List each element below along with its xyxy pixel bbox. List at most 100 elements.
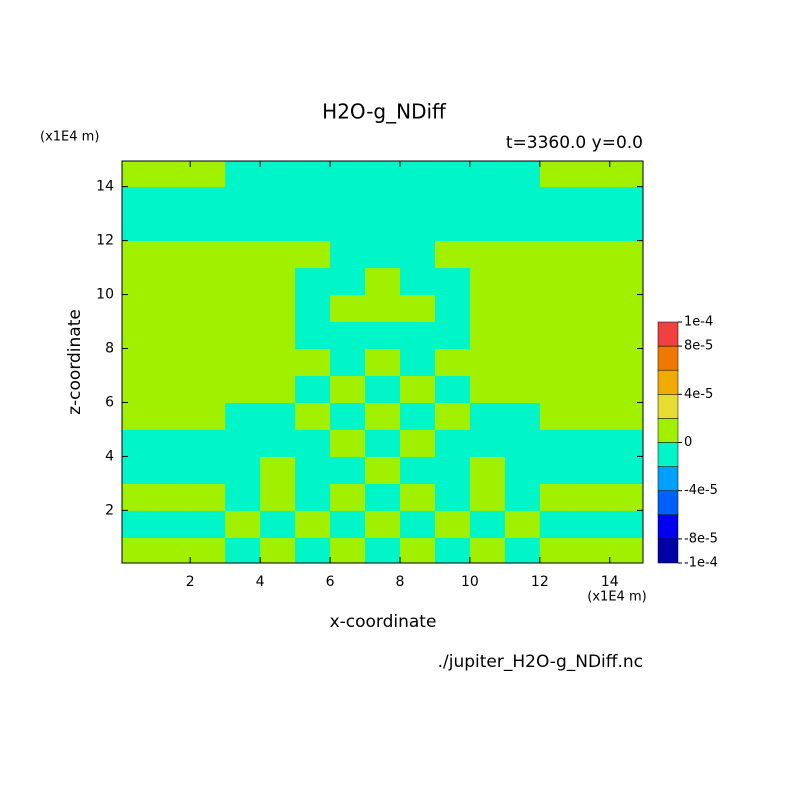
contour-cell [469,240,506,269]
contour-cell [295,294,331,323]
contour-cell [365,429,401,457]
colorbar-segment [657,345,679,371]
contour-cell [469,402,506,430]
contour-cell [399,483,436,511]
contour-cell [365,186,401,215]
contour-cell [122,213,156,242]
contour-cell [122,161,156,188]
contour-cell [399,402,436,430]
contour-cell [260,483,296,511]
contour-cell [330,267,366,296]
contour-cell [155,321,191,350]
contour-cell [539,267,576,296]
contour-cell [609,186,643,215]
contour-cell [330,213,366,242]
contour-cell [609,429,643,457]
colorbar-segment [657,321,679,347]
contour-cell [504,186,541,215]
contour-cell [504,294,541,323]
contour-cell [504,348,541,376]
contour-cell [365,537,401,563]
contour-cell [504,213,541,242]
contour-cell [225,375,261,403]
contour-cell [609,213,643,242]
contour-cell [225,483,261,511]
contour-cell [365,375,401,403]
contour-cell [295,213,331,242]
contour-cell [155,213,191,242]
contour-cell [330,321,366,350]
contour-cell [330,375,366,403]
contour-cell [190,213,226,242]
contour-cell [190,456,226,484]
contour-cell [260,213,296,242]
contour-cell [469,213,506,242]
contour-cell [469,267,506,296]
contour-cell [225,429,261,457]
contour-cell [504,537,541,563]
contour-cell [295,321,331,350]
contour-cell [504,429,541,457]
contour-cell [190,267,226,296]
contour-cell [434,161,471,188]
contour-cell [330,348,366,376]
contour-cell [539,429,576,457]
contour-cell [574,402,611,430]
colorbar-segment [657,394,679,419]
x-unit: (x1E4 m) [587,590,646,605]
colorbar-segment [657,442,679,467]
contour-cell [190,294,226,323]
contour-cell [469,510,506,538]
contour-cell [609,510,643,538]
contour-cell [295,186,331,215]
contour-cell [504,375,541,403]
contour-cell [122,537,156,563]
contour-cell [609,321,643,350]
contour-cell [504,456,541,484]
contour-cell [365,402,401,430]
contour-cell [539,186,576,215]
contour-cell [434,294,471,323]
contour-cell [225,402,261,430]
contour-cell [365,294,401,323]
contour-cell [155,294,191,323]
contour-cell [122,321,156,350]
contour-cell [609,348,643,376]
contour-cell [122,429,156,457]
x-tick-label: 8 [396,574,405,590]
contour-cell [434,348,471,376]
contour-cell [295,375,331,403]
contour-cell [365,348,401,376]
contour-cell [330,161,366,188]
colorbar-tick-label: 4e-5 [684,387,713,402]
contour-cell [122,186,156,215]
contour-cell [399,429,436,457]
contour-cell [434,483,471,511]
contour-cell [295,510,331,538]
colorbar-segment [657,418,679,443]
contour-cell [122,375,156,403]
contour-cell [155,402,191,430]
contour-cell [539,537,576,563]
contour-cell [122,240,156,269]
contour-cell [122,483,156,511]
contour-cell [434,213,471,242]
contour-cell [469,161,506,188]
x-tick-label: 2 [186,574,195,590]
contour-cell [434,429,471,457]
contour-cell [225,240,261,269]
contour-field [122,161,643,563]
contour-cell [330,510,366,538]
contour-cell [469,456,506,484]
contour-cell [469,186,506,215]
contour-cell [469,348,506,376]
colorbar-tick-label: 8e-5 [684,339,713,354]
contour-cell [504,240,541,269]
contour-cell [434,321,471,350]
contour-cell [399,186,436,215]
contour-cell [122,402,156,430]
y-tick-label: 2 [105,502,114,518]
chart-title: H2O-g_NDiff [322,100,447,124]
y-tick-label: 12 [96,233,114,249]
colorbar-tick-label: -1e-4 [684,556,718,571]
